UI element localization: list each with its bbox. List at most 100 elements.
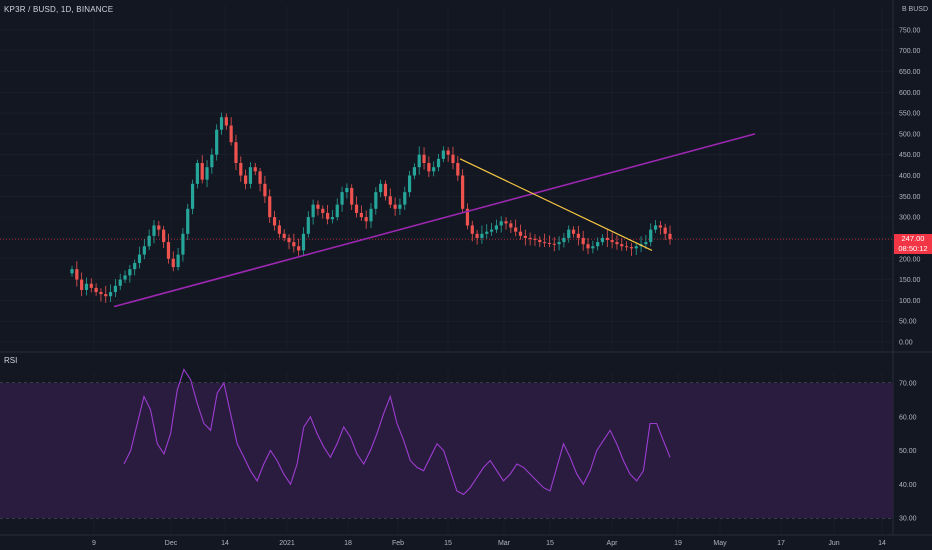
candle-body xyxy=(461,175,465,209)
candle-body xyxy=(162,229,166,243)
candle-body xyxy=(624,246,629,248)
candle-body xyxy=(350,187,354,205)
candlestick-series xyxy=(70,112,672,303)
candle-body xyxy=(99,292,103,295)
candle-body xyxy=(398,204,402,209)
price-tick-label: 600.00 xyxy=(899,90,921,97)
rsi-axis[interactable]: 30.00 40.00 50.00 60.00 70.00 xyxy=(899,381,917,523)
candle-body xyxy=(234,142,238,164)
time-tick-label: 2021 xyxy=(279,540,295,547)
symbol-title[interactable]: KP3R / BUSD, 1D, BINANCE xyxy=(4,5,114,14)
candle-body xyxy=(325,212,330,220)
candle-body xyxy=(210,154,214,168)
candle-body xyxy=(658,225,662,228)
candle-body xyxy=(538,240,542,243)
candle-body xyxy=(133,262,137,270)
candle-body xyxy=(113,285,118,293)
rsi-line xyxy=(123,368,671,496)
candle-body xyxy=(147,235,151,247)
candle-body xyxy=(465,208,470,226)
candle-body xyxy=(610,240,614,243)
candle-body xyxy=(422,154,426,164)
candle-body xyxy=(412,167,417,176)
time-axis[interactable]: 9 Dec 14 2021 18 Feb 15 Mar 15 Apr 19 May 17 Jun 14 xyxy=(92,540,886,547)
candle-body xyxy=(514,227,518,232)
time-tick-label: Mar xyxy=(498,540,511,547)
rsi-tick-label: 40.00 xyxy=(899,482,917,489)
trendline-annotations[interactable] xyxy=(113,133,756,308)
candle-body xyxy=(605,237,609,241)
candle-body xyxy=(485,231,489,234)
candle-body xyxy=(157,225,161,230)
candle-body xyxy=(552,243,556,245)
time-tick-label: 15 xyxy=(546,540,554,547)
candle-body xyxy=(340,192,344,205)
support-trendline xyxy=(113,133,756,308)
candle-body xyxy=(470,225,474,234)
candle-body xyxy=(456,163,460,176)
price-tick-label: 400.00 xyxy=(899,173,921,180)
candle-body xyxy=(383,183,388,197)
candle-body xyxy=(70,269,74,274)
candle-body xyxy=(634,246,638,249)
candle-body xyxy=(181,233,185,255)
resistance-trendline xyxy=(459,158,653,251)
time-tick-label: 17 xyxy=(777,540,785,547)
time-tick-label: May xyxy=(713,540,727,547)
candle-body xyxy=(494,225,498,230)
candle-body xyxy=(200,163,204,180)
candle-body xyxy=(258,171,262,184)
candle-body xyxy=(268,196,272,218)
price-tick-label: 550.00 xyxy=(899,111,921,118)
candle-body xyxy=(364,217,368,222)
candle-body xyxy=(653,225,658,230)
rsi-tick-label: 60.00 xyxy=(899,414,917,421)
candle-body xyxy=(224,117,228,126)
candle-body xyxy=(547,242,552,244)
price-axis[interactable]: 0.0050.00100.00150.00200.00250.00300.003… xyxy=(899,27,921,346)
candle-body xyxy=(316,204,320,209)
candle-body xyxy=(403,192,407,205)
candle-body xyxy=(509,223,513,228)
time-tick-label: Dec xyxy=(165,540,178,547)
candle-body xyxy=(359,212,363,218)
candle-body xyxy=(533,238,537,241)
candle-body xyxy=(287,237,291,243)
candle-body xyxy=(441,150,445,159)
price-tick-label: 0.00 xyxy=(899,340,913,347)
price-tick-label: 150.00 xyxy=(899,277,921,284)
candle-body xyxy=(427,163,431,172)
time-tick-label: 18 xyxy=(344,540,352,547)
candle-body xyxy=(84,283,89,290)
candle-body xyxy=(244,175,248,184)
time-tick-label: 9 xyxy=(92,540,96,547)
candle-body xyxy=(297,246,301,251)
rsi-tick-label: 50.00 xyxy=(899,448,917,455)
candle-body xyxy=(219,117,224,130)
price-tick-label: 50.00 xyxy=(899,319,917,326)
price-tick-label: 350.00 xyxy=(899,194,921,201)
candle-body xyxy=(272,217,277,226)
candle-body xyxy=(190,183,195,209)
candle-body xyxy=(311,204,315,218)
candle-body xyxy=(282,233,286,238)
rsi-tick-label: 30.00 xyxy=(899,516,917,523)
candle-body xyxy=(528,237,532,239)
time-tick-label: Feb xyxy=(392,540,404,547)
price-tick-label: 750.00 xyxy=(899,27,921,34)
candle-body xyxy=(504,221,508,224)
rsi-indicator-title[interactable]: RSI xyxy=(4,356,18,365)
candle-body xyxy=(446,150,450,155)
candle-body xyxy=(137,254,142,263)
candle-body xyxy=(142,246,146,255)
candle-body xyxy=(253,167,257,172)
candle-body xyxy=(248,167,253,184)
candle-body xyxy=(436,158,441,168)
bar-countdown-badge: 08:50:12 xyxy=(894,244,932,254)
candle-body xyxy=(292,242,296,247)
candle-body xyxy=(668,233,672,240)
candle-body xyxy=(417,154,421,168)
candle-body xyxy=(600,237,605,243)
candle-body xyxy=(277,225,281,234)
